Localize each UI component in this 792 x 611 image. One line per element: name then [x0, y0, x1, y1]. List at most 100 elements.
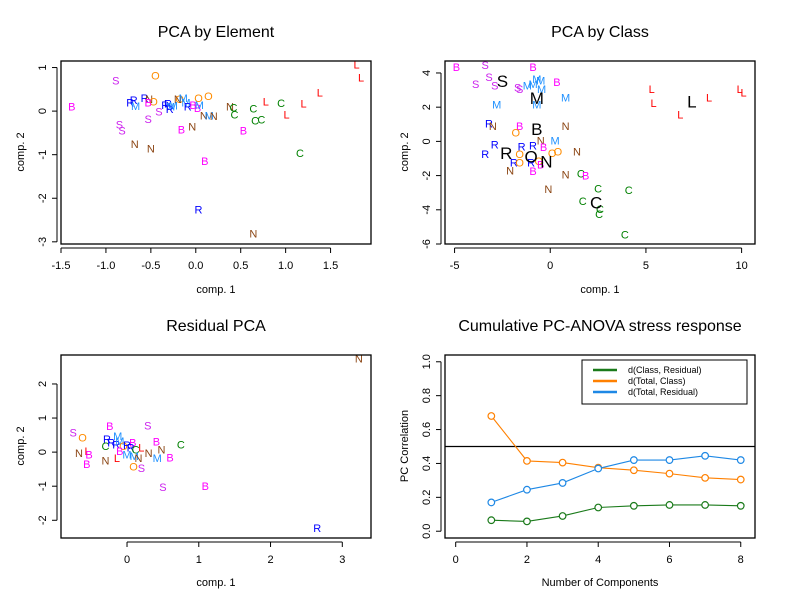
y-axis-label: comp. 2	[15, 426, 27, 465]
y-tick-label: 0.6	[421, 422, 433, 437]
data-point-m: M	[181, 97, 190, 109]
data-point-c: C	[102, 441, 110, 453]
y-tick-label: 0.0	[421, 524, 433, 539]
data-point-r: R	[184, 102, 192, 114]
x-tick-label: -1.0	[96, 260, 115, 272]
data-point-b: B	[144, 98, 151, 110]
series-point	[629, 501, 638, 510]
data-point-o: O	[554, 147, 563, 159]
data-point-n: N	[102, 456, 110, 468]
chart-title: PCA by Class	[551, 24, 649, 41]
data-point-s: S	[118, 126, 125, 138]
series-line	[491, 504, 741, 522]
x-tick-label: -5	[450, 260, 460, 272]
data-point-m: M	[122, 450, 131, 462]
x-tick-label: 5	[643, 260, 649, 272]
data-point-o: O	[149, 96, 158, 108]
data-point-r: R	[107, 438, 115, 450]
series-point	[487, 516, 496, 525]
y-tick-label: 2	[37, 381, 49, 387]
data-point-o: O	[119, 441, 128, 453]
data-point-b: B	[166, 452, 173, 464]
data-point-b: B	[202, 481, 209, 493]
data-point-n: N	[506, 165, 514, 177]
data-point-b: B	[453, 62, 460, 74]
data-point-c: C	[594, 183, 602, 195]
data-point-n: N	[537, 135, 545, 147]
data-point-m: M	[492, 99, 501, 111]
y-tick-label: -4	[421, 205, 433, 215]
data-point-r: R	[529, 141, 537, 153]
series-point	[594, 503, 603, 512]
data-point-m: M	[523, 81, 532, 93]
data-point-n: N	[147, 143, 155, 155]
data-point-s: S	[491, 81, 498, 93]
data-point-l: L	[138, 443, 144, 455]
x-tick-label: 1	[196, 554, 202, 566]
data-point-c: C	[257, 115, 265, 127]
data-point-s: S	[155, 106, 162, 118]
data-point-b: B	[189, 100, 196, 112]
data-point-m: M	[532, 74, 541, 86]
data-point-r: R	[141, 93, 149, 105]
x-tick-label: 4	[595, 554, 601, 566]
y-tick-label: -3	[37, 237, 49, 247]
data-point-l: L	[301, 99, 307, 111]
data-point-m: M	[153, 453, 162, 465]
data-point-c: C	[595, 209, 603, 221]
y-tick-label: 0.2	[421, 490, 433, 505]
data-point-n: N	[355, 353, 363, 365]
series-line	[490, 415, 741, 481]
data-point-n: N	[145, 94, 153, 106]
series-point	[487, 498, 496, 507]
data-point-c: C	[621, 229, 629, 241]
data-point-s: S	[70, 427, 77, 439]
class-centroid-m: M	[530, 89, 544, 108]
y-tick-label: 1	[37, 415, 49, 421]
data-point-m: M	[179, 93, 188, 105]
x-tick-label: 6	[666, 554, 672, 566]
class-centroid-n: N	[540, 152, 552, 171]
data-point-l: L	[740, 87, 746, 99]
data-point-s: S	[472, 79, 479, 91]
panel-cumulative-pc-anova: Cumulative PC-ANOVA stress response Numb…	[399, 318, 756, 589]
series-point	[523, 517, 531, 526]
y-tick-label: -1	[37, 150, 49, 160]
y-tick-label: 0	[37, 108, 49, 114]
data-point-s: S	[144, 421, 151, 433]
data-point-r: R	[485, 118, 493, 130]
data-point-n: N	[75, 448, 83, 460]
data-point-r: R	[481, 149, 489, 161]
y-tick-label: 4	[421, 70, 433, 76]
data-point-r: R	[161, 100, 169, 112]
x-tick-label: 2	[267, 554, 273, 566]
series-point	[701, 451, 710, 460]
data-point-l: L	[358, 72, 364, 84]
y-axis-label: comp. 2	[15, 132, 27, 171]
data-point-o: O	[175, 94, 184, 106]
data-point-c: C	[296, 148, 304, 160]
data-point-m: M	[130, 451, 139, 463]
data-point-n: N	[226, 102, 234, 114]
data-point-n: N	[489, 121, 497, 133]
series-point	[736, 501, 745, 510]
data-point-s: S	[516, 84, 523, 96]
data-point-r: R	[195, 204, 203, 216]
data-point-b: B	[537, 159, 544, 171]
series-point	[665, 469, 674, 478]
data-point-m: M	[561, 93, 570, 105]
series-point	[701, 473, 710, 482]
data-point-c: C	[177, 439, 185, 451]
data-point-n: N	[562, 170, 570, 182]
x-tick-label: 2	[524, 554, 530, 566]
series-line	[491, 455, 741, 503]
data-point-l: L	[737, 84, 743, 96]
data-lines	[445, 412, 755, 526]
data-point-b: B	[582, 170, 589, 182]
class-centroid-r: R	[500, 144, 512, 163]
data-point-b: B	[540, 142, 547, 154]
series-point	[629, 456, 638, 464]
y-tick-label: -2	[37, 193, 49, 203]
data-point-m: M	[528, 79, 537, 91]
